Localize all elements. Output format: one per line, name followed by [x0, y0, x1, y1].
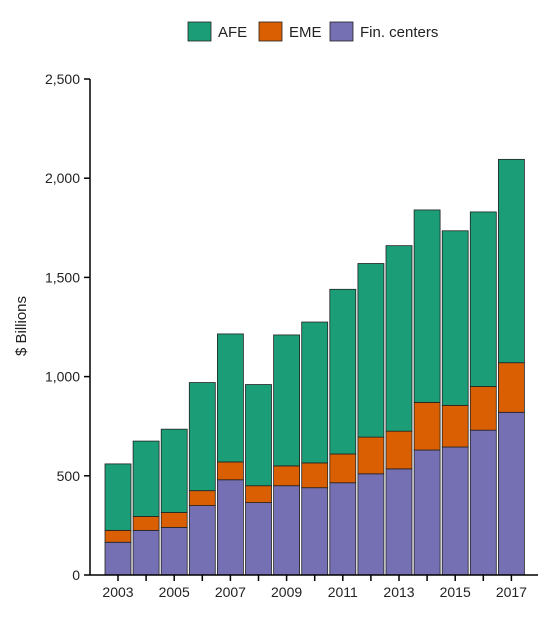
x-tick-label: 2005 — [159, 584, 190, 600]
x-tick-label: 2007 — [215, 584, 246, 600]
bar-2011-afe — [329, 288, 357, 455]
bar-2017-fin-centers — [497, 411, 525, 576]
y-axis: 0 500 1,000 1,500 2,000 2,500 — [45, 71, 91, 583]
bar-2004-afe — [132, 440, 160, 517]
bars-group — [104, 158, 525, 576]
bar-2011-fin-centers — [329, 482, 357, 576]
bar-2009-afe — [273, 334, 301, 467]
bar-2010-eme — [301, 462, 329, 489]
bar-2006-eme — [188, 490, 216, 506]
bar-2016-eme — [469, 386, 497, 431]
bar-2013-fin-centers — [385, 468, 413, 576]
bar-2004-fin-centers — [132, 529, 160, 576]
bar-2006-fin-centers — [188, 505, 216, 576]
bar-2004-eme — [132, 516, 160, 531]
x-tick-label: 2015 — [440, 584, 471, 600]
legend-label: EME — [289, 24, 322, 41]
bar-2014-afe — [413, 209, 441, 403]
bar-2009-fin-centers — [273, 485, 301, 576]
x-tick-label: 2009 — [271, 584, 302, 600]
bar-2010-fin-centers — [301, 487, 329, 576]
bar-2012-fin-centers — [357, 473, 385, 576]
bar-2016-afe — [469, 211, 497, 387]
legend-swatch-fin-centers — [329, 21, 354, 42]
legend: AFE EME Fin. centers — [187, 21, 438, 42]
bar-2009-eme — [273, 465, 301, 487]
y-tick-label: 500 — [57, 468, 81, 484]
legend-swatch-afe — [187, 21, 212, 42]
bar-2008-eme — [245, 485, 272, 503]
bar-2005-afe — [160, 428, 188, 513]
bar-2017-afe — [497, 158, 525, 364]
bar-2008-afe — [245, 384, 272, 487]
x-tick-label: 2003 — [102, 584, 133, 600]
bar-2015-eme — [441, 404, 469, 448]
bar-2003-fin-centers — [104, 541, 132, 576]
bar-2003-afe — [104, 463, 132, 531]
x-tick-label: 2013 — [383, 584, 414, 600]
bar-2007-afe — [216, 333, 244, 463]
bar-2003-eme — [104, 529, 132, 543]
legend-label: AFE — [218, 24, 247, 41]
bar-2013-afe — [385, 245, 413, 432]
bar-2013-eme — [385, 430, 413, 470]
bar-2007-fin-centers — [216, 479, 244, 576]
bar-2016-fin-centers — [469, 429, 497, 576]
bar-2011-eme — [329, 453, 357, 484]
y-axis-title: $ Billions — [13, 296, 30, 356]
y-tick-label: 1,000 — [45, 369, 80, 385]
bar-2007-eme — [216, 461, 244, 481]
bar-2005-fin-centers — [160, 526, 188, 576]
bar-2006-afe — [188, 382, 216, 492]
bar-2012-afe — [357, 263, 385, 438]
bar-2008-fin-centers — [245, 502, 272, 576]
bar-2010-afe — [301, 321, 329, 464]
bar-2014-fin-centers — [413, 449, 441, 576]
bar-2014-eme — [413, 401, 441, 451]
bar-2015-afe — [441, 230, 469, 406]
y-tick-label: 1,500 — [45, 269, 80, 285]
x-tick-label: 2017 — [496, 584, 527, 600]
x-axis: 2003 2005 2007 2009 2011 2013 2015 2017 — [90, 574, 538, 600]
x-tick-label: 2011 — [328, 584, 358, 600]
legend-label: Fin. centers — [360, 24, 438, 41]
bar-2015-fin-centers — [441, 446, 469, 576]
y-tick-label: 2,500 — [45, 71, 80, 87]
bar-2012-eme — [357, 436, 385, 475]
bar-2005-eme — [160, 512, 188, 528]
bar-2017-eme — [497, 362, 525, 413]
y-tick-label: 2,000 — [45, 170, 80, 186]
y-tick-label: 0 — [72, 567, 80, 583]
legend-swatch-eme — [258, 21, 283, 42]
